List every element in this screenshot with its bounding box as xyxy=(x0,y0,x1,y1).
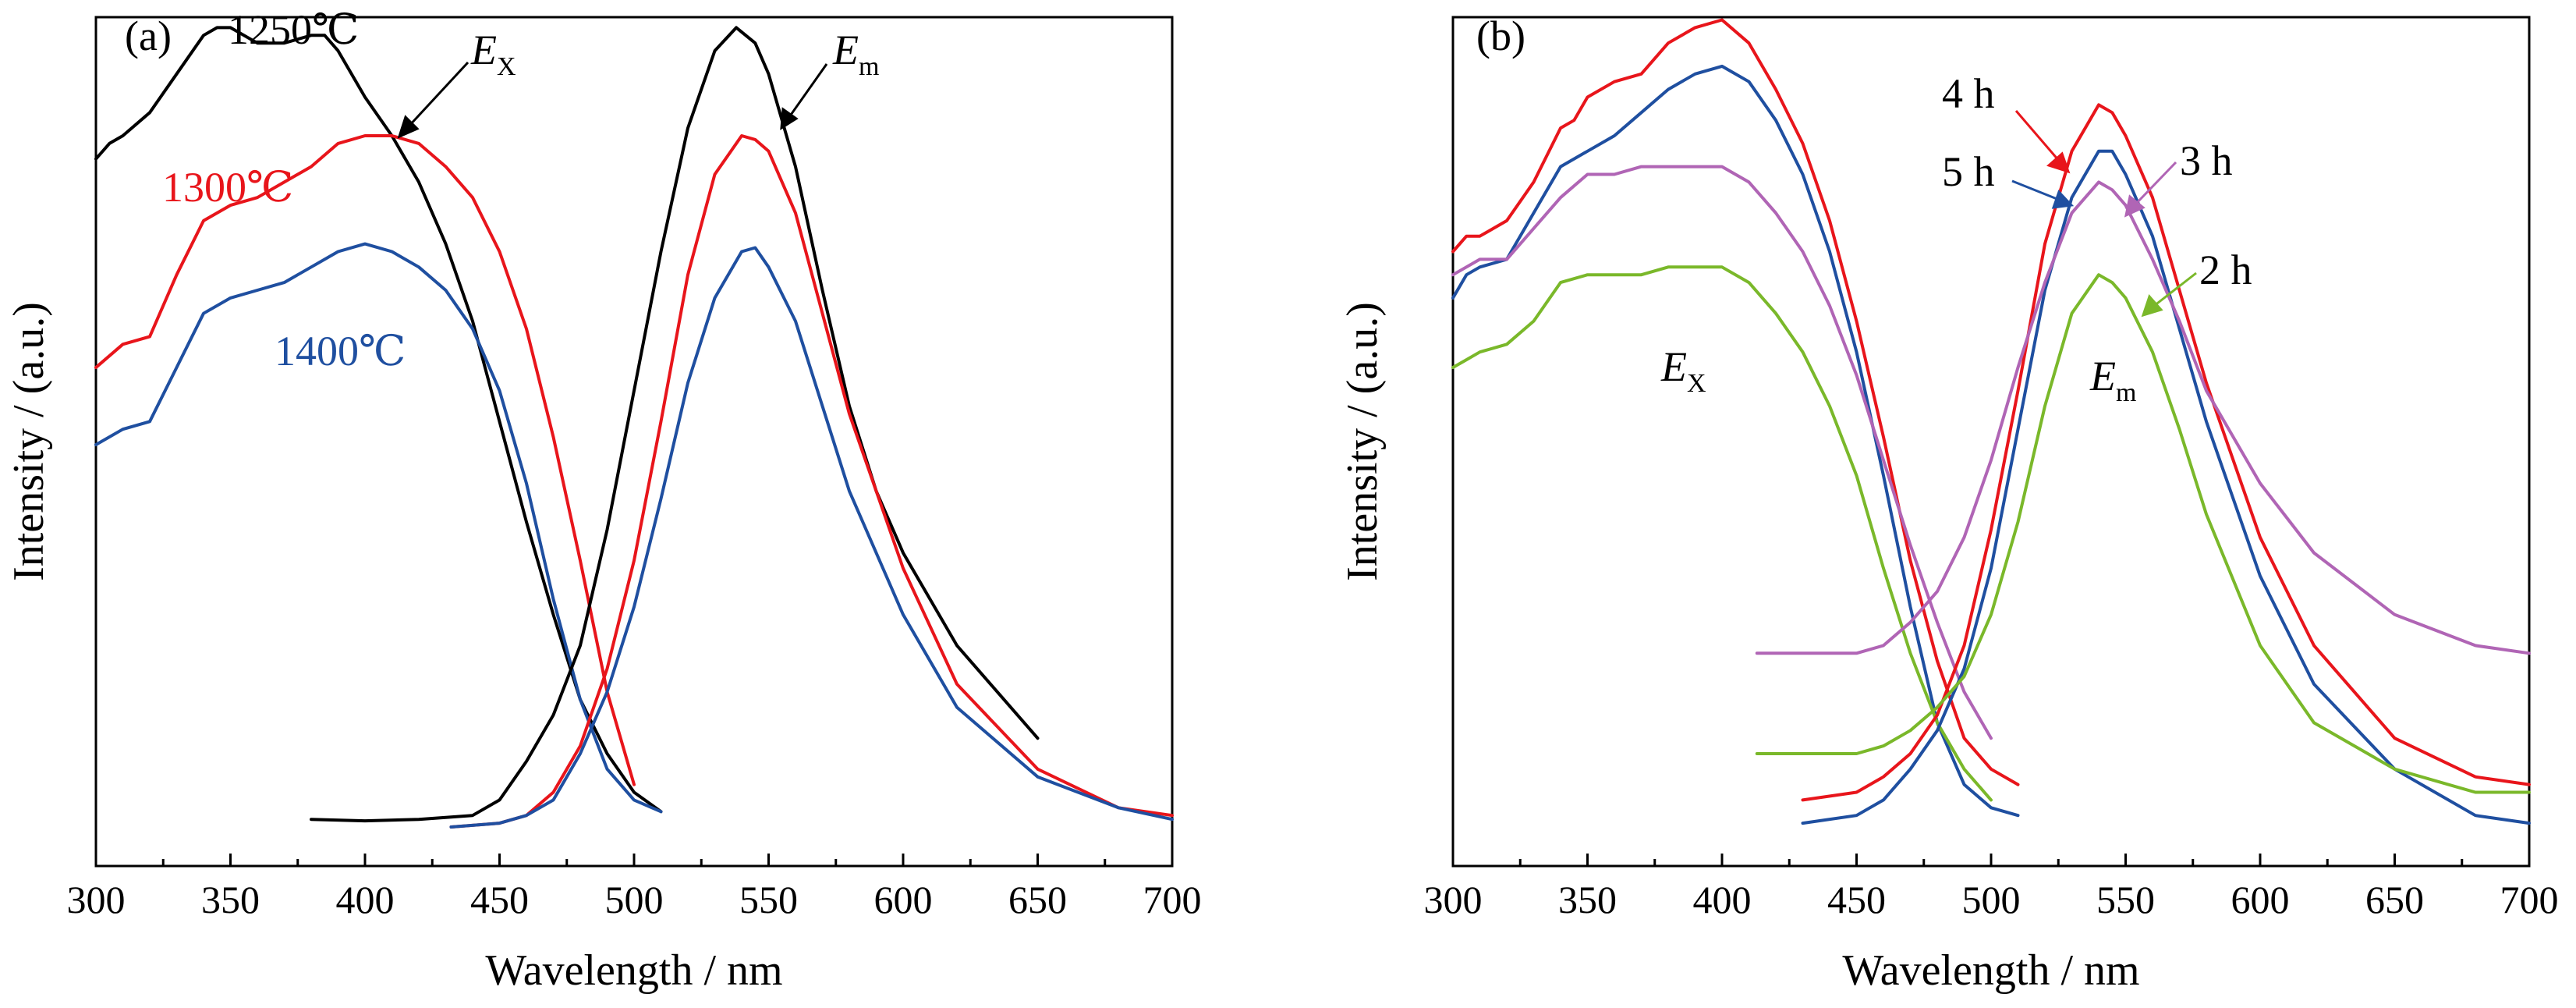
label-1250c: 1250℃ xyxy=(228,6,359,53)
series-line-a-emission-5 xyxy=(449,246,1174,829)
x-tick-label-a-550: 550 xyxy=(739,878,798,921)
y-axis-title-b: Intensity / (a.u.) xyxy=(1338,302,1387,581)
series-line-a-excitation-2 xyxy=(94,242,663,814)
x-tick-label-b-400: 400 xyxy=(1693,878,1752,921)
series-line-b-emission-7 xyxy=(1755,273,2531,794)
panel-b: 300 350 400 450 500 550 600 650 700 (b) Waveleng… xyxy=(1338,12,2559,995)
arrow-5h xyxy=(2011,179,2075,209)
series-line-b-emission-5 xyxy=(1801,149,2531,825)
series-line-b-excitation-1 xyxy=(1451,64,2020,818)
label-1300c: 1300℃ xyxy=(162,164,293,211)
x-ticks-b: 300 350 400 450 500 550 600 650 700 xyxy=(1424,854,2559,921)
label-ex-b: EX xyxy=(1660,343,1706,398)
series-group-b xyxy=(1451,18,2531,825)
x-tick-label-b-600: 600 xyxy=(2231,878,2290,921)
series-line-b-excitation-2 xyxy=(1451,165,1993,740)
label-5h: 5 h xyxy=(1942,148,1995,195)
label-1400c: 1400℃ xyxy=(275,328,406,374)
x-tick-label-b-450: 450 xyxy=(1827,878,1886,921)
series-line-a-excitation-1 xyxy=(94,134,636,786)
x-axis-title-a: Wavelength / nm xyxy=(485,946,782,995)
label-3h: 3 h xyxy=(2180,137,2233,184)
series-line-a-emission-4 xyxy=(449,134,1174,829)
panel-a: 300 350 400 450 500 550 600 650 700 (a) Waveleng… xyxy=(5,6,1202,995)
label-em-a: Em xyxy=(832,27,879,81)
arrow-ex-a xyxy=(397,61,469,139)
label-4h: 4 h xyxy=(1942,70,1995,117)
x-tick-label-a-500: 500 xyxy=(605,878,664,921)
arrow-3h xyxy=(2124,161,2177,218)
x-tick-label-b-500: 500 xyxy=(1962,878,2021,921)
y-axis-title-a: Intensity / (a.u.) xyxy=(5,302,53,581)
x-tick-label-b-550: 550 xyxy=(2096,878,2155,921)
panel-label-b: (b) xyxy=(1476,12,1525,59)
x-tick-label-b-350: 350 xyxy=(1558,878,1617,921)
x-tick-label-a-350: 350 xyxy=(201,878,260,921)
x-tick-label-b-700: 700 xyxy=(2500,878,2559,921)
arrow-em-a xyxy=(780,63,828,130)
x-tick-label-a-650: 650 xyxy=(1008,878,1067,921)
x-tick-label-a-400: 400 xyxy=(336,878,395,921)
x-ticks-a: 300 350 400 450 500 550 600 650 700 xyxy=(67,854,1202,921)
label-2h: 2 h xyxy=(2199,247,2252,293)
series-line-a-excitation-0 xyxy=(94,26,663,814)
x-tick-label-a-600: 600 xyxy=(874,878,933,921)
label-ex-a: EX xyxy=(470,27,516,81)
x-tick-label-a-700: 700 xyxy=(1143,878,1202,921)
label-em-b: Em xyxy=(2089,353,2136,407)
x-axis-title-b: Wavelength / nm xyxy=(1842,946,2139,995)
x-tick-label-a-300: 300 xyxy=(67,878,126,921)
series-line-b-excitation-3 xyxy=(1451,265,1993,802)
x-tick-label-a-450: 450 xyxy=(470,878,529,921)
series-line-b-excitation-0 xyxy=(1451,18,2020,786)
series-group-a xyxy=(94,26,1174,829)
panel-label-a: (a) xyxy=(125,12,172,59)
x-tick-label-b-650: 650 xyxy=(2365,878,2424,921)
series-line-a-emission-3 xyxy=(310,26,1040,823)
x-tick-label-b-300: 300 xyxy=(1424,878,1483,921)
arrow-4h xyxy=(2014,110,2071,174)
series-line-b-emission-6 xyxy=(1755,180,2531,655)
series-line-b-emission-4 xyxy=(1801,103,2531,802)
arrow-2h xyxy=(2141,272,2197,318)
